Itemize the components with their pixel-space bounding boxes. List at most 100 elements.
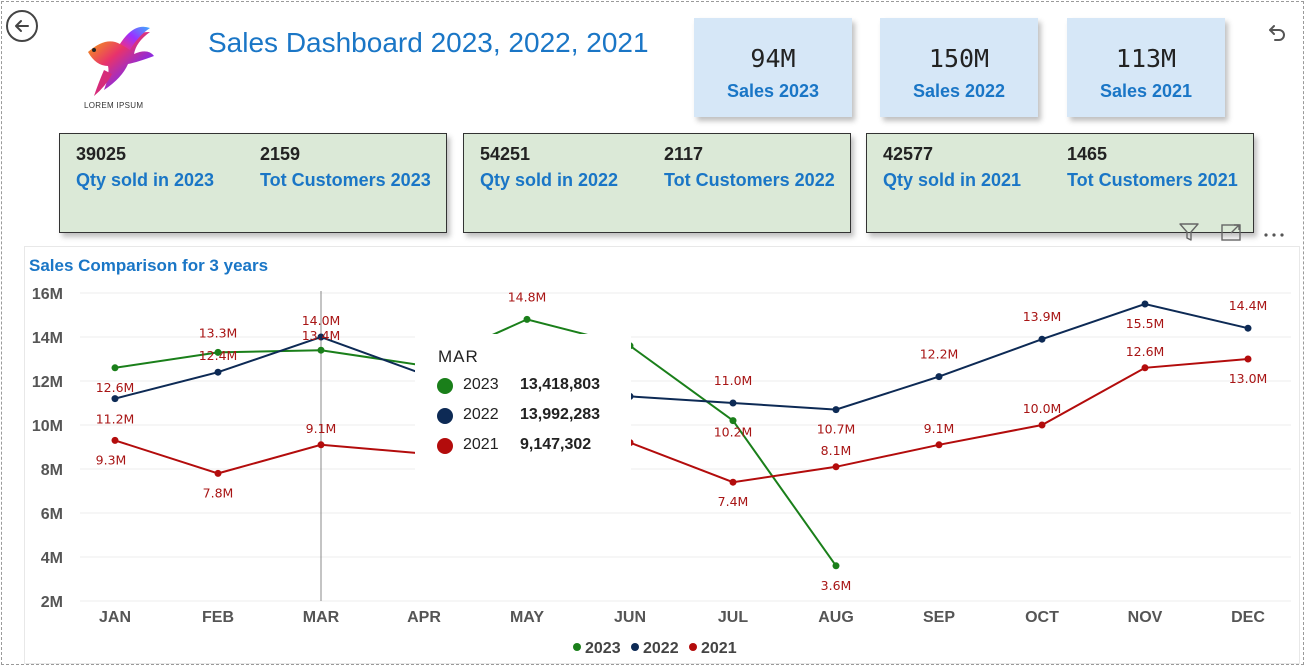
data-label: 10.0M [1023, 401, 1062, 416]
data-point-2022 [832, 406, 840, 414]
multi-card-2022[interactable]: 54251 Qty sold in 2022 2117 Tot Customer… [463, 133, 851, 233]
data-label: 12.6M [96, 380, 135, 395]
focus-mode-icon[interactable] [1220, 221, 1242, 243]
x-tick-label: SEP [923, 609, 955, 626]
filter-icon[interactable] [1178, 221, 1200, 243]
tooltip-dot-2022 [437, 408, 453, 424]
data-point-2022 [1038, 335, 1046, 343]
customers-value: 2159 [260, 144, 301, 164]
x-tick-label: MAY [510, 609, 544, 626]
legend-label-2022: 2022 [643, 640, 679, 657]
qty-label: Qty sold in 2021 [883, 170, 1022, 190]
bird-logo-icon [88, 26, 154, 96]
customers-label: Tot Customers 2021 [1067, 170, 1238, 190]
qty-value: 39025 [76, 144, 127, 164]
line-chart-visual[interactable]: Sales Comparison for 3 years 2M 4M 6M 8M 10M 1… [24, 246, 1300, 664]
chart-svg: Sales Comparison for 3 years 2M 4M 6M 8M 10M 1… [29, 256, 1291, 657]
kpi-value: 94M [750, 44, 796, 73]
data-label: 14.8M [508, 289, 547, 304]
series-line-2022 [114, 302, 1249, 411]
qty-label: Qty sold in 2022 [480, 170, 619, 190]
tooltip-year: 2021 [463, 436, 499, 453]
tooltip-title: MAR [438, 347, 479, 366]
data-label: 9.3M [96, 452, 127, 467]
legend-marker-2023 [573, 643, 581, 651]
back-button[interactable] [6, 10, 38, 42]
y-tick-label: 16M [32, 286, 63, 303]
data-point-2021 [111, 436, 119, 444]
x-tick-label: OCT [1025, 609, 1059, 626]
data-label: 9.1M [924, 421, 955, 436]
data-point-2023 [317, 346, 325, 354]
data-point-2023 [523, 315, 531, 323]
series-line-2021 [114, 358, 1249, 484]
data-point-2023 [111, 364, 119, 372]
data-point-2022 [111, 395, 119, 403]
customers-value: 1465 [1067, 144, 1108, 164]
multi-card-2021[interactable]: 42577 Qty sold in 2021 1465 Tot Customer… [866, 133, 1254, 233]
data-label: 13.0M [1229, 371, 1268, 386]
data-point-2022 [1244, 324, 1252, 332]
legend-marker-2022 [631, 643, 639, 651]
data-label: 14.4M [1229, 298, 1268, 313]
data-point-2023 [729, 417, 737, 425]
y-tick-label: 6M [41, 506, 63, 523]
data-point-2023 [214, 348, 222, 356]
data-point-2021 [1038, 421, 1046, 429]
undo-icon [1269, 25, 1285, 41]
data-label: 10.7M [817, 422, 856, 437]
more-options-icon[interactable] [1262, 221, 1286, 243]
kpi-label: Sales 2023 [726, 81, 820, 101]
tooltip-row-2021: 2021 9,147,302 [437, 435, 627, 459]
data-point-2021 [317, 441, 325, 449]
x-tick-label: DEC [1231, 609, 1265, 626]
data-label: 12.4M [199, 348, 238, 363]
data-label: 13.9M [1023, 309, 1062, 324]
kpi-card-sales-2022[interactable]: 150M Sales 2022 [880, 18, 1038, 117]
x-tick-label: NOV [1128, 609, 1163, 626]
data-label: 7.8M [203, 485, 234, 500]
customers-label: Tot Customers 2023 [260, 170, 431, 190]
tooltip-row-2022: 2022 13,992,283 [437, 405, 627, 429]
qty-value: 42577 [883, 144, 934, 164]
customers-label: Tot Customers 2022 [664, 170, 835, 190]
multi-card-2023[interactable]: 39025 Qty sold in 2023 2159 Tot Customer… [59, 133, 447, 233]
qty-label: Qty sold in 2023 [76, 170, 215, 190]
tooltip-year: 2023 [463, 376, 499, 393]
y-tick-label: 2M [41, 594, 63, 611]
tooltip-value: 13,418,803 [520, 376, 601, 393]
y-tick-label: 12M [32, 374, 63, 391]
kpi-card-sales-2021[interactable]: 113M Sales 2021 [1067, 18, 1225, 117]
tooltip-value: 13,992,283 [520, 406, 601, 423]
kpi-card-sales-2023[interactable]: 94M Sales 2023 [694, 18, 852, 117]
chart-title: Sales Comparison for 3 years [29, 256, 268, 275]
data-point-2022 [214, 368, 222, 376]
tooltip-value: 9,147,302 [520, 436, 592, 453]
data-label: 13.4M [302, 328, 341, 343]
undo-button[interactable] [1264, 22, 1288, 46]
legend-label-2023: 2023 [585, 640, 621, 657]
tooltip-row-2023: 2023 13,418,803 [437, 375, 627, 399]
kpi-label: Sales 2022 [912, 81, 1006, 101]
data-label: 14.0M [302, 313, 341, 328]
x-tick-label: APR [407, 609, 441, 626]
tooltip-year: 2022 [463, 406, 499, 423]
kpi-value: 113M [1115, 44, 1177, 73]
x-tick-label: FEB [202, 609, 234, 626]
qty-value: 54251 [480, 144, 531, 164]
logo-text: LOREM IPSUM [84, 101, 144, 110]
data-point-2021 [729, 478, 737, 486]
data-point-2022 [317, 333, 325, 341]
x-tick-label: MAR [303, 609, 340, 626]
page-title: Sales Dashboard 2023, 2022, 2021 [208, 27, 649, 58]
data-point-2021 [214, 469, 222, 477]
data-label: 12.6M [1126, 344, 1165, 359]
legend-marker-2021 [689, 643, 697, 651]
data-point-2021 [935, 441, 943, 449]
data-point-2022 [935, 373, 943, 381]
data-point-2021 [1141, 364, 1149, 372]
y-tick-label: 14M [32, 330, 63, 347]
y-tick-label: 8M [41, 462, 63, 479]
y-tick-label: 10M [32, 418, 63, 435]
data-label: 8.1M [821, 443, 852, 458]
